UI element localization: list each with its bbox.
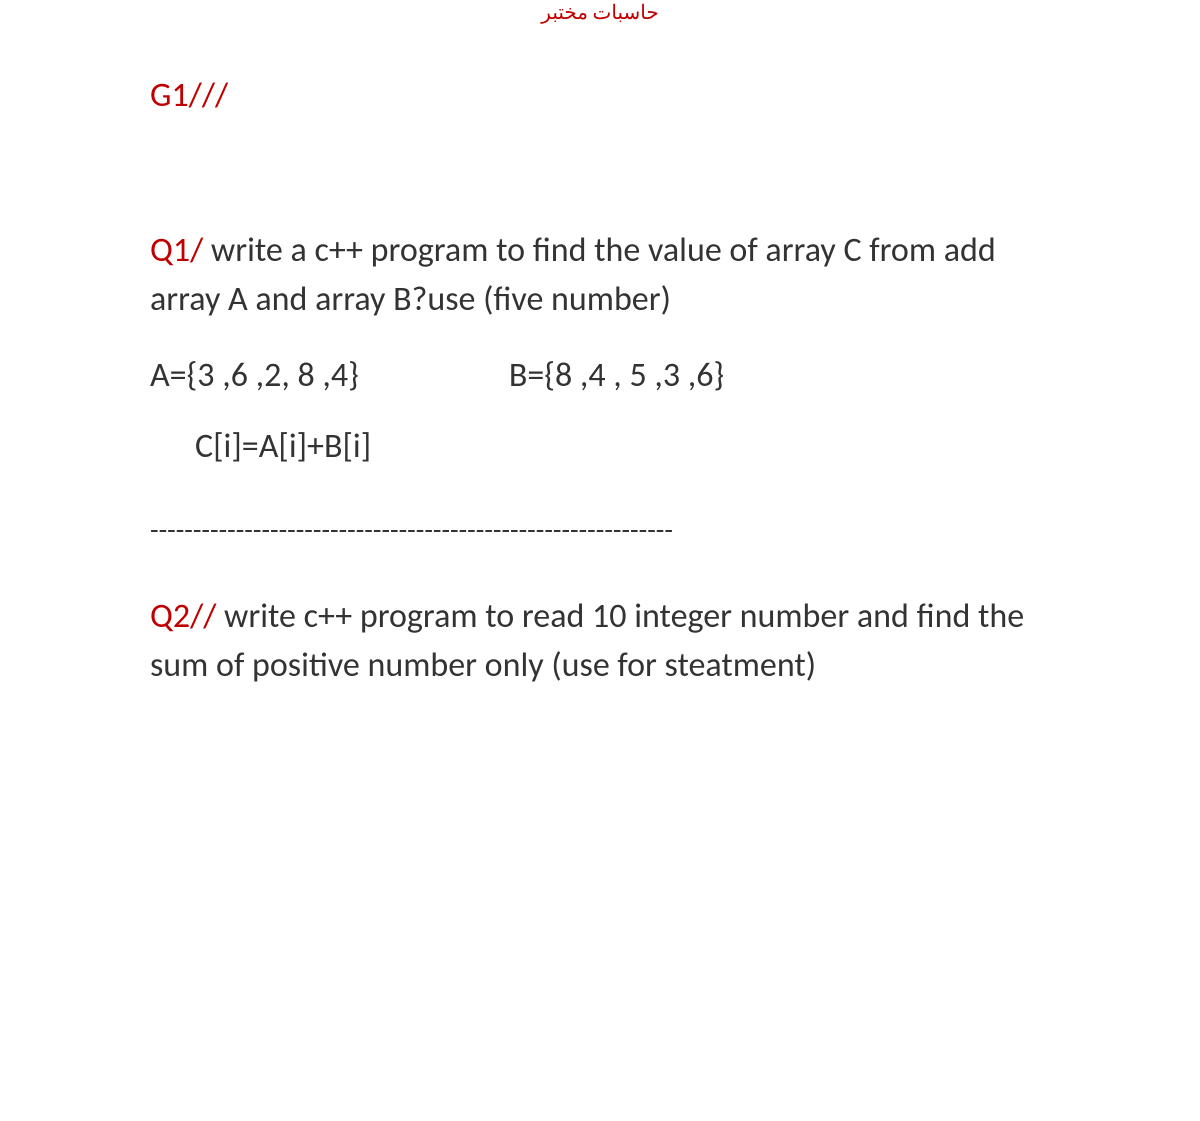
q1-label: Q1/ [150, 230, 203, 271]
q1-body-text: write a c++ program to find the value of… [150, 230, 996, 320]
document-page: حاسبات مختبر G1/// Q1/ write a c++ progr… [0, 0, 1200, 690]
q2-body-text: write c++ program to read 10 integer num… [150, 596, 1024, 686]
question-2-block: Q2// write c++ program to read 10 intege… [150, 592, 1050, 691]
arabic-header: حاسبات مختبر [150, 0, 1050, 25]
array-a-definition: A={3 ,6 ,2, 8 ,4} [150, 355, 359, 396]
section-divider: ----------------------------------------… [150, 512, 1050, 547]
array-b-definition: B={8 ,4 , 5 ,3 ,6} [509, 355, 724, 396]
q1-text-container: Q1/ write a c++ program to find the valu… [150, 226, 1050, 325]
formula-text: C[i]=A[i]+B[i] [195, 426, 1050, 467]
group-label: G1/// [150, 75, 1050, 116]
q2-label: Q2// [150, 596, 216, 637]
question-1-block: Q1/ write a c++ program to find the valu… [150, 226, 1050, 467]
array-definitions-row: A={3 ,6 ,2, 8 ,4} B={8 ,4 , 5 ,3 ,6} [150, 355, 1050, 396]
